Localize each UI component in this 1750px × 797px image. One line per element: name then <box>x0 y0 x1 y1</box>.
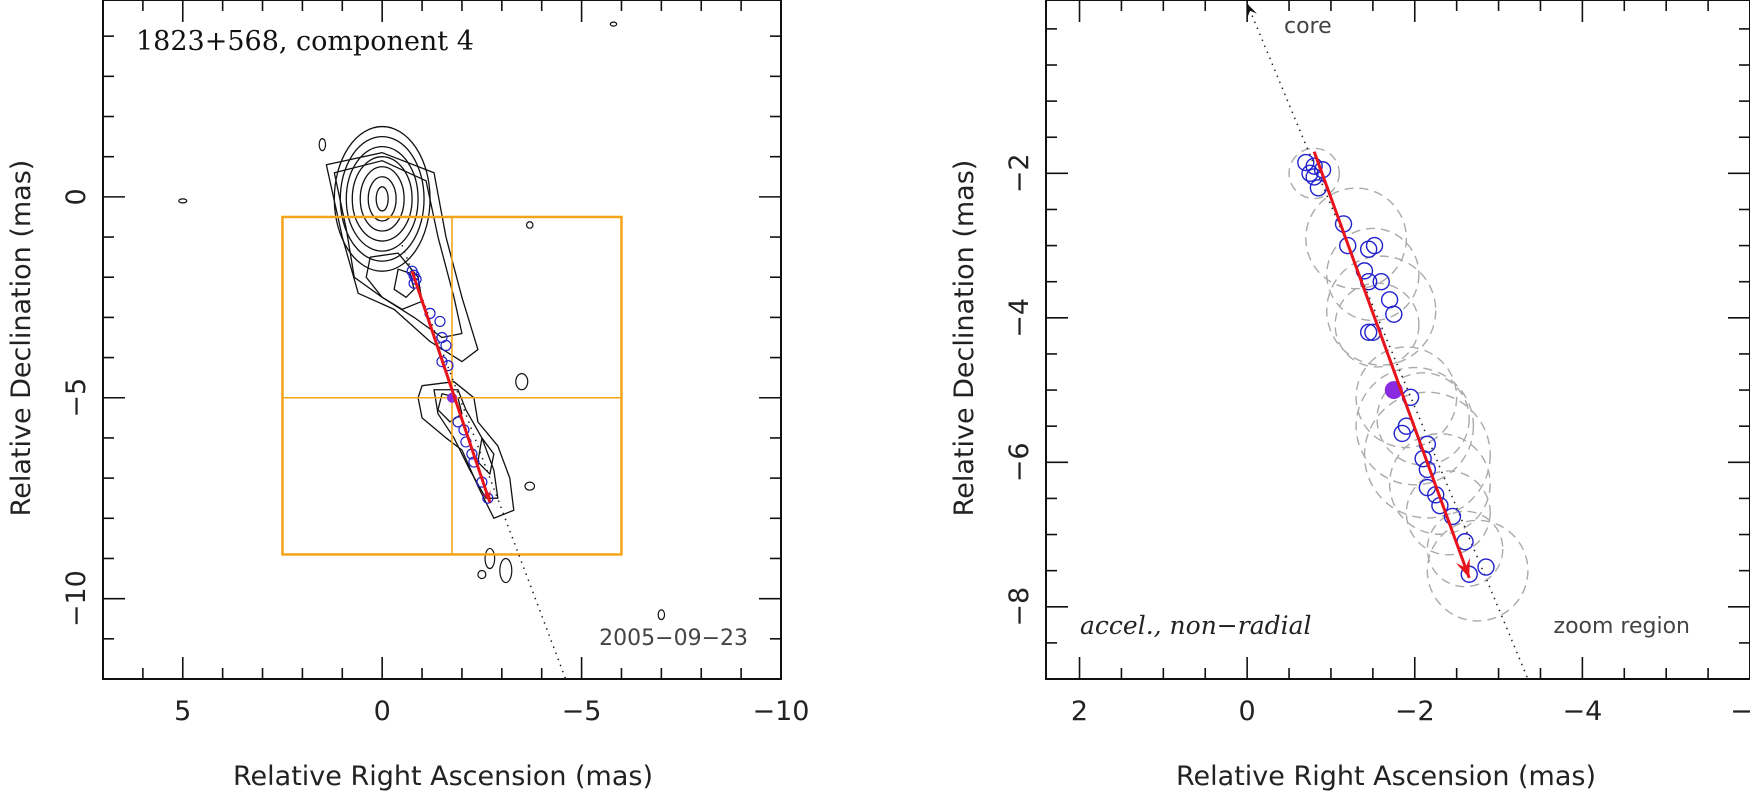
y-tick-label: −5 <box>61 378 92 418</box>
y-tick-label: 0 <box>61 188 92 205</box>
error-circle <box>1288 147 1341 200</box>
error-circle <box>1363 391 1491 519</box>
error-circle <box>1326 227 1420 322</box>
right-panel: 2 0 −2 −4 −6 −2 −4 −6 −8 core zoom region accel… <box>949 0 1750 792</box>
epoch-marker <box>434 315 446 328</box>
zoom-region-label: zoom region <box>1554 614 1690 639</box>
error-circle <box>1355 366 1475 486</box>
blob-contour <box>515 373 529 391</box>
blob-contour <box>609 21 618 27</box>
blob-contour <box>499 557 513 584</box>
trajectory-arrowhead <box>482 490 491 503</box>
y-tick-label: −10 <box>61 570 92 627</box>
blob-contour <box>477 569 487 580</box>
right-x-axis-label: Relative Right Ascension (mas) <box>1176 761 1596 792</box>
jet-contour <box>417 381 515 519</box>
core-label: core <box>1284 14 1332 39</box>
error-circle <box>1405 470 1491 556</box>
core-contour <box>333 125 431 272</box>
epoch-marker <box>1365 236 1384 255</box>
blob-contour <box>525 221 534 229</box>
x-tick-label: −2 <box>1395 696 1435 727</box>
jet-contour <box>393 268 415 298</box>
dotted-path-line <box>1246 3 1529 680</box>
x-tick-label: 5 <box>174 696 191 727</box>
x-tick-label: −6 <box>1730 696 1750 727</box>
error-circle <box>1305 187 1408 290</box>
core-direction-arrowhead <box>1247 3 1257 18</box>
core-contour <box>359 166 405 232</box>
error-circle <box>1355 346 1458 449</box>
epoch-markers <box>1297 153 1495 583</box>
model-label: accel., non−radial <box>1080 611 1312 640</box>
epoch-marker <box>1297 153 1315 172</box>
y-tick-label: −8 <box>1004 587 1035 627</box>
epoch-marker <box>1477 558 1495 576</box>
error-circle <box>1426 519 1529 622</box>
left-y-tick-labels: 0 −5 −10 <box>61 188 92 627</box>
epoch-marker <box>1339 236 1357 255</box>
left-title: 1823+568, component 4 <box>136 26 474 57</box>
blob-contour <box>318 138 327 152</box>
x-tick-label: 2 <box>1071 696 1088 727</box>
jet-contour <box>325 152 479 363</box>
blob-contour <box>484 547 496 570</box>
epoch-marker <box>1380 291 1399 309</box>
y-tick-label: −6 <box>1004 442 1035 482</box>
left-y-axis-label: Relative Declination (mas) <box>6 160 37 517</box>
epoch-marker <box>1372 273 1390 291</box>
left-panel: 5 0 −5 −10 0 −5 −10 1823+568, component 4 200… <box>6 0 809 792</box>
error-circle <box>1376 372 1470 466</box>
trajectory-arrowhead <box>1455 557 1470 578</box>
error-circle <box>1326 255 1437 366</box>
right-x-tick-labels: 2 0 −2 −4 −6 <box>1071 696 1750 727</box>
right-y-axis-label: Relative Declination (mas) <box>949 160 980 517</box>
error-circles <box>1288 147 1529 622</box>
core-contour <box>345 145 419 252</box>
epoch-marker <box>440 339 452 352</box>
blob-contour <box>657 609 666 621</box>
error-circle <box>1388 432 1491 535</box>
x-tick-label: −10 <box>753 696 810 727</box>
jet-contour <box>477 437 495 475</box>
left-ticks <box>102 0 782 680</box>
epoch-marker <box>1359 240 1378 258</box>
epoch-marker <box>1359 323 1378 341</box>
x-tick-label: −4 <box>1562 696 1602 727</box>
jet-contour <box>433 389 499 499</box>
dotted-path <box>1246 3 1529 680</box>
x-tick-label: 0 <box>1239 696 1256 727</box>
epoch-marker <box>1385 305 1403 323</box>
core-contour <box>351 156 413 242</box>
epoch-marker <box>1443 507 1462 526</box>
core-contour <box>375 186 389 212</box>
left-x-axis-label: Relative Right Ascension (mas) <box>233 761 653 792</box>
x-tick-label: −5 <box>562 696 602 727</box>
jet-contour <box>365 252 423 311</box>
left-date-label: 2005−09−23 <box>599 626 748 651</box>
epoch-marker <box>1301 164 1319 183</box>
right-ticks <box>1046 0 1750 680</box>
trajectory-arrow <box>1312 151 1471 579</box>
blob-contour <box>178 198 188 204</box>
left-x-tick-labels: 5 0 −5 −10 <box>174 696 809 727</box>
trajectory-line <box>1312 151 1471 579</box>
right-plot-frame <box>1045 0 1750 680</box>
core-contour <box>367 176 397 222</box>
contour-map <box>178 21 666 621</box>
x-tick-label: 0 <box>374 696 391 727</box>
y-tick-label: −2 <box>1004 153 1035 193</box>
trajectory-line <box>410 270 492 503</box>
blob-contour <box>524 481 536 491</box>
y-tick-label: −4 <box>1004 298 1035 338</box>
right-y-tick-labels: −2 −4 −6 −8 <box>1004 153 1035 626</box>
error-circle <box>1426 510 1504 588</box>
trajectory-arrow <box>410 270 492 503</box>
left-plot-frame <box>102 0 782 680</box>
